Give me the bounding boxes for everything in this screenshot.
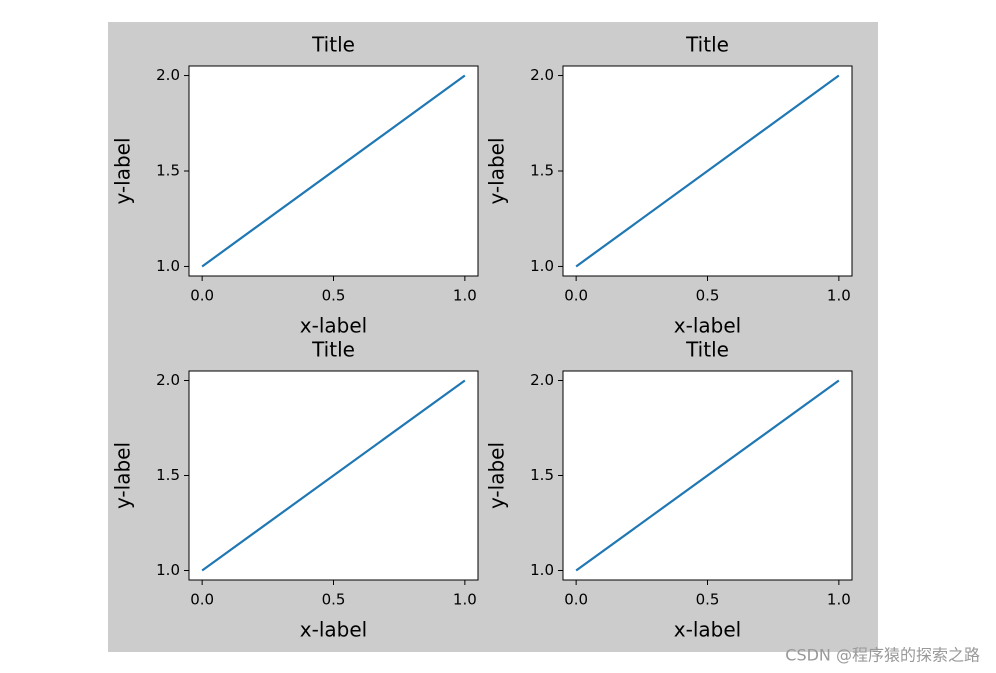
y-tick-label: 2.0 xyxy=(156,66,180,84)
x-tick-label: 0.5 xyxy=(322,287,346,305)
y-tick-label: 1.0 xyxy=(156,257,180,275)
y-tick-label: 2.0 xyxy=(530,371,554,389)
x-axis-label: x-label xyxy=(300,314,367,338)
watermark: CSDN @程序猿的探索之路 xyxy=(785,646,980,665)
y-axis-label: y-label xyxy=(485,137,509,204)
x-tick-label: 0.5 xyxy=(696,287,720,305)
x-tick-label: 1.0 xyxy=(453,287,477,305)
x-tick-label: 0.5 xyxy=(696,591,720,609)
x-tick-label: 1.0 xyxy=(827,287,851,305)
axes-title: Title xyxy=(311,33,355,57)
y-tick-label: 1.5 xyxy=(156,162,180,180)
data-line xyxy=(575,379,840,572)
data-line xyxy=(201,379,466,572)
axes-title: Title xyxy=(311,338,355,362)
x-tick-label: 1.0 xyxy=(453,591,477,609)
y-tick-label: 1.0 xyxy=(530,561,554,579)
y-tick-label: 1.5 xyxy=(530,162,554,180)
y-tick-label: 2.0 xyxy=(156,371,180,389)
x-tick-label: 1.0 xyxy=(827,591,851,609)
y-axis-label: y-label xyxy=(111,442,135,509)
y-tick-label: 1.5 xyxy=(530,466,554,484)
y-tick-label: 1.5 xyxy=(156,466,180,484)
data-line xyxy=(575,74,840,268)
x-tick-label: 0.5 xyxy=(322,591,346,609)
axes-title: Title xyxy=(685,338,729,362)
y-tick-label: 1.0 xyxy=(156,561,180,579)
x-axis-label: x-label xyxy=(674,618,741,642)
y-axis-label: y-label xyxy=(111,137,135,204)
x-axis-label: x-label xyxy=(300,618,367,642)
y-tick-label: 2.0 xyxy=(530,66,554,84)
x-tick-label: 0.0 xyxy=(190,287,214,305)
x-tick-label: 0.0 xyxy=(564,591,588,609)
x-axis-label: x-label xyxy=(674,314,741,338)
x-tick-label: 0.0 xyxy=(190,591,214,609)
y-axis-label: y-label xyxy=(485,442,509,509)
axes-title: Title xyxy=(685,33,729,57)
y-tick-label: 1.0 xyxy=(530,257,554,275)
data-line xyxy=(201,74,466,268)
x-tick-label: 0.0 xyxy=(564,287,588,305)
